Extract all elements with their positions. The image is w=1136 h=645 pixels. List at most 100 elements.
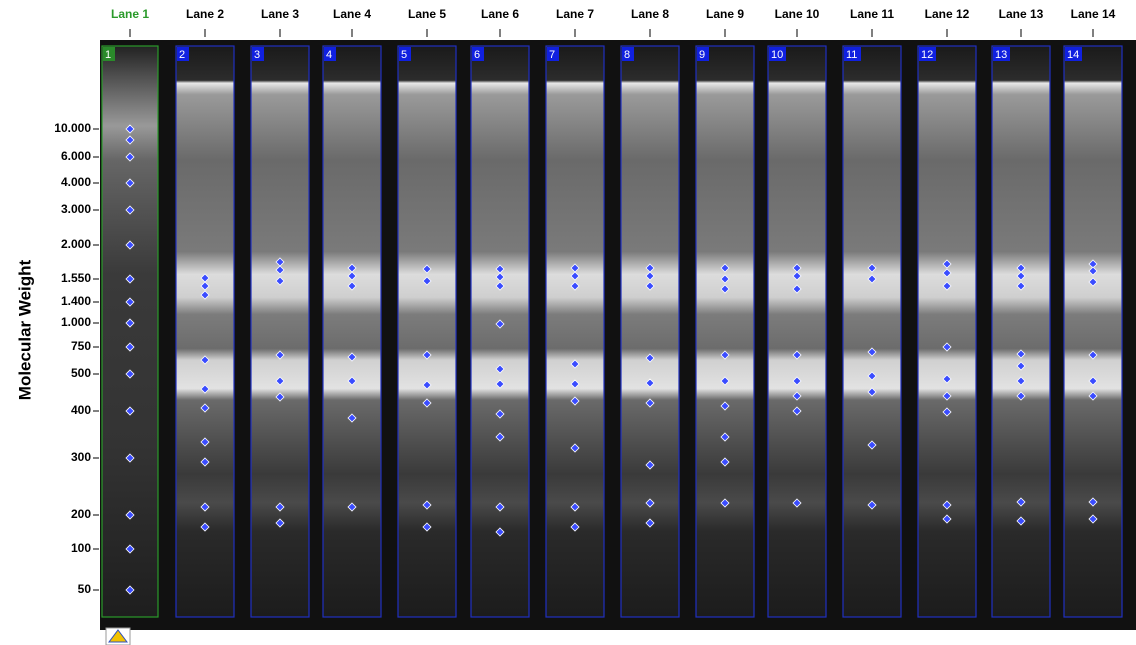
lane[interactable]: Lane 10 10 — [767, 7, 827, 618]
lane-header: Lane 8 — [631, 7, 669, 21]
lane[interactable]: Lane 6 6 — [470, 7, 530, 618]
band-marker — [1016, 271, 1026, 281]
lane-frame — [767, 45, 827, 618]
band-marker — [570, 271, 580, 281]
band-marker — [275, 265, 285, 275]
y-tick-label: 3.000 — [61, 202, 91, 216]
band-marker — [1016, 281, 1026, 291]
lane-image — [176, 46, 234, 617]
band-marker — [125, 342, 135, 352]
band-marker — [720, 401, 730, 411]
lane-number: 14 — [1067, 49, 1079, 61]
band-marker — [570, 379, 580, 389]
lane-image — [918, 46, 976, 617]
band-marker — [125, 240, 135, 250]
band-marker — [720, 457, 730, 467]
lane-image — [251, 46, 309, 617]
band-marker — [720, 498, 730, 508]
lane-image — [768, 46, 826, 617]
band-marker — [570, 281, 580, 291]
band-marker — [200, 502, 210, 512]
band-marker — [867, 263, 877, 273]
band-marker — [942, 342, 952, 352]
band-marker — [867, 347, 877, 357]
lane-number: 7 — [549, 49, 555, 61]
lane[interactable]: Lane 3 3 — [250, 7, 310, 618]
lane-header: Lane 6 — [481, 7, 519, 21]
band-marker — [867, 500, 877, 510]
lane-number-box — [177, 47, 189, 61]
band-marker — [495, 281, 505, 291]
band-marker — [275, 276, 285, 286]
band-marker — [347, 281, 357, 291]
band-marker — [867, 371, 877, 381]
band-marker — [347, 502, 357, 512]
band-marker — [1016, 361, 1026, 371]
band-marker — [720, 432, 730, 442]
lane-frame — [250, 45, 310, 618]
band-marker — [1088, 266, 1098, 276]
band-marker — [720, 376, 730, 386]
lane-image — [621, 46, 679, 617]
lane-image — [471, 46, 529, 617]
export-icon[interactable] — [105, 627, 131, 645]
y-tick-label: 50 — [78, 582, 92, 596]
band-marker — [125, 585, 135, 595]
band-marker — [275, 502, 285, 512]
lane-number-box — [622, 47, 634, 61]
band-marker — [495, 432, 505, 442]
band-marker — [867, 440, 877, 450]
band-marker — [645, 281, 655, 291]
lane[interactable]: Lane 1 1 — [101, 7, 159, 618]
band-marker — [792, 406, 802, 416]
band-marker — [125, 205, 135, 215]
lane-number-box — [919, 47, 936, 61]
band-marker — [422, 350, 432, 360]
band-marker — [422, 264, 432, 274]
lane-header: Lane 5 — [408, 7, 446, 21]
band-marker — [275, 350, 285, 360]
lane-frame — [695, 45, 755, 618]
lane[interactable]: Lane 11 11 — [842, 7, 902, 618]
band-marker — [347, 271, 357, 281]
band-marker — [125, 135, 135, 145]
lane-number: 10 — [771, 49, 783, 61]
lane-header: Lane 1 — [111, 7, 149, 21]
band-marker — [275, 376, 285, 386]
band-marker — [1016, 516, 1026, 526]
lane-frame — [322, 45, 382, 618]
y-tick-label: 200 — [71, 507, 91, 521]
band-marker — [570, 522, 580, 532]
lane[interactable]: Lane 5 5 — [397, 7, 457, 618]
y-tick-label: 2.000 — [61, 237, 91, 251]
band-marker — [495, 364, 505, 374]
lane-header: Lane 10 — [775, 7, 820, 21]
lane-image — [323, 46, 381, 617]
band-marker — [125, 297, 135, 307]
lane[interactable]: Lane 14 14 — [1063, 7, 1123, 618]
lane-number: 5 — [401, 49, 407, 61]
lane[interactable]: Lane 2 2 — [175, 7, 235, 618]
lane[interactable]: Lane 9 9 — [695, 7, 755, 618]
lane[interactable]: Lane 8 8 — [620, 7, 680, 618]
lane[interactable]: Lane 4 4 — [322, 7, 382, 618]
band-marker — [720, 284, 730, 294]
lane-header: Lane 12 — [925, 7, 970, 21]
lane-frame — [991, 45, 1051, 618]
band-marker — [125, 544, 135, 554]
lane[interactable]: Lane 13 13 — [991, 7, 1051, 618]
band-marker — [1016, 497, 1026, 507]
band-marker — [570, 443, 580, 453]
band-marker — [495, 527, 505, 537]
lane-frame — [175, 45, 235, 618]
band-marker — [792, 376, 802, 386]
lane[interactable]: Lane 12 12 — [917, 7, 977, 618]
band-marker — [125, 369, 135, 379]
band-marker — [942, 514, 952, 524]
lane-image — [1064, 46, 1122, 617]
lane-image — [696, 46, 754, 617]
lane[interactable]: Lane 7 7 — [545, 7, 605, 618]
band-marker — [570, 359, 580, 369]
lane-number-box — [1065, 47, 1082, 61]
band-marker — [1016, 376, 1026, 386]
